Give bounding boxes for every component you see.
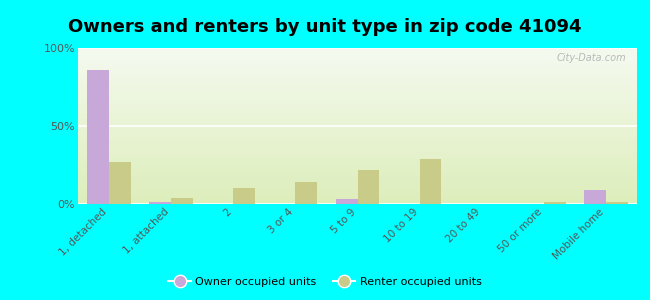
Text: City-Data.com: City-Data.com — [556, 53, 626, 63]
Bar — [584, 190, 606, 204]
Bar — [233, 188, 255, 204]
Bar — [358, 170, 379, 204]
Bar — [420, 159, 441, 204]
Bar — [606, 202, 628, 204]
Text: Owners and renters by unit type in zip code 41094: Owners and renters by unit type in zip c… — [68, 18, 582, 36]
Bar — [87, 70, 109, 204]
Bar — [171, 198, 193, 204]
Bar — [109, 162, 131, 204]
Bar — [295, 182, 317, 204]
Legend: Owner occupied units, Renter occupied units: Owner occupied units, Renter occupied un… — [164, 273, 486, 291]
Bar — [336, 199, 358, 204]
Bar — [150, 202, 171, 204]
Bar — [544, 202, 566, 204]
